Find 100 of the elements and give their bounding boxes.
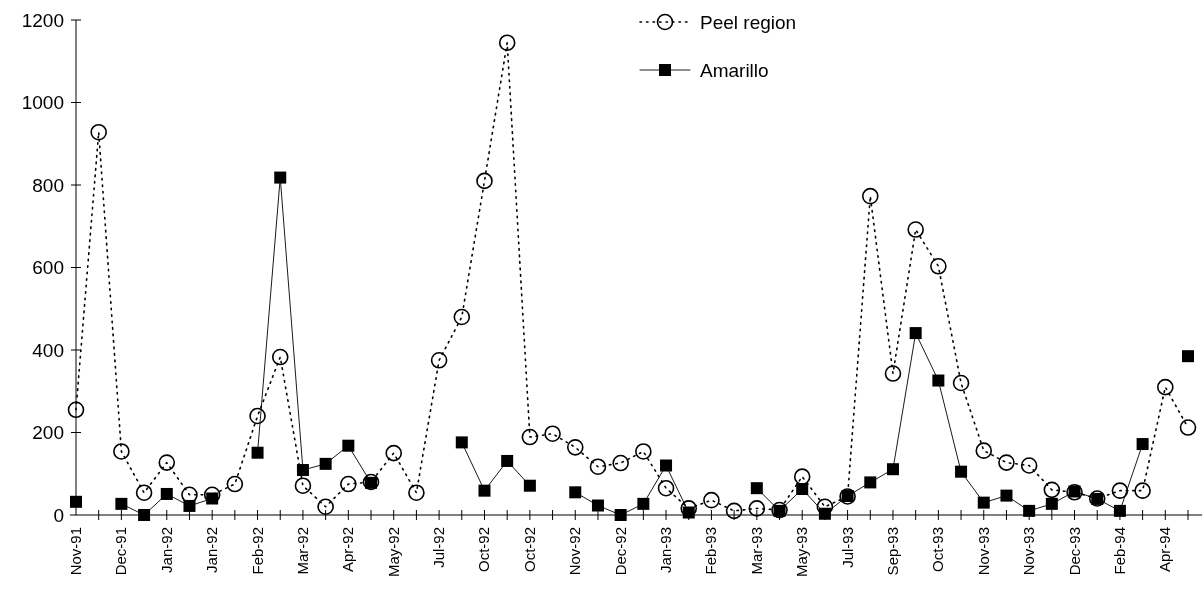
x-tick-label: Nov-93 xyxy=(974,527,992,576)
point xyxy=(614,509,627,521)
point xyxy=(385,444,403,462)
point xyxy=(569,486,582,499)
point xyxy=(1136,438,1149,451)
point xyxy=(1000,489,1013,502)
x-tick-label: Jul-92 xyxy=(430,527,448,568)
point xyxy=(660,459,673,472)
point xyxy=(884,365,902,382)
x-tick-label: Jul-93 xyxy=(838,527,856,568)
x-tick-label: Oct-93 xyxy=(929,527,947,573)
point xyxy=(340,475,357,493)
point xyxy=(1113,504,1126,517)
point xyxy=(138,509,151,521)
point xyxy=(67,401,85,419)
point xyxy=(1182,350,1194,363)
point xyxy=(453,308,471,326)
point xyxy=(226,475,244,493)
point xyxy=(952,374,970,392)
point xyxy=(907,221,924,238)
y-tick-label: 1000 xyxy=(21,92,64,114)
point xyxy=(703,491,720,509)
point xyxy=(977,496,990,509)
point xyxy=(748,500,766,517)
point xyxy=(274,171,287,184)
x-tick-label: Oct-92 xyxy=(520,527,538,573)
point xyxy=(113,443,130,460)
point xyxy=(1023,504,1036,517)
point xyxy=(930,257,947,275)
point xyxy=(430,352,448,369)
point xyxy=(589,458,607,476)
point xyxy=(115,497,128,510)
point xyxy=(271,348,289,366)
point xyxy=(1020,457,1038,474)
y-tick-label: 1200 xyxy=(21,9,64,31)
legend-label: Peel region xyxy=(700,11,797,33)
x-tick-label: Nov-91 xyxy=(67,527,84,576)
x-tick-label: Sep-93 xyxy=(883,527,901,576)
point xyxy=(90,123,107,141)
x-tick-label: Feb-94 xyxy=(1110,527,1128,575)
x-tick-label: Mar-92 xyxy=(293,527,311,575)
x-tick-label: Apr-92 xyxy=(339,527,357,573)
x-tick-label: Nov-93 xyxy=(1020,527,1038,576)
point xyxy=(955,465,968,478)
point xyxy=(523,479,536,492)
point xyxy=(750,482,763,495)
point xyxy=(861,187,879,205)
point xyxy=(498,34,516,51)
point xyxy=(680,500,698,517)
x-tick-label: May-92 xyxy=(384,527,402,578)
point xyxy=(566,439,584,456)
point xyxy=(1045,497,1058,510)
x-tick-label: May-93 xyxy=(793,527,811,578)
point xyxy=(637,497,650,510)
point xyxy=(251,446,264,459)
point xyxy=(1157,378,1174,396)
point xyxy=(319,457,332,470)
x-tick-label: Jan-92 xyxy=(157,527,175,573)
x-tick-label: Jan-92 xyxy=(203,527,221,573)
point xyxy=(158,454,176,471)
point xyxy=(1134,482,1151,499)
point xyxy=(70,495,82,508)
point xyxy=(975,442,993,459)
point xyxy=(135,484,153,502)
point xyxy=(635,443,652,460)
y-tick-label: 800 xyxy=(32,174,64,196)
x-tick-label: Apr-94 xyxy=(1156,527,1174,573)
y-tick-label: 600 xyxy=(32,257,64,279)
point xyxy=(455,436,468,449)
point xyxy=(249,407,266,425)
x-tick-label: Dec-92 xyxy=(611,527,629,576)
point xyxy=(544,425,561,443)
point xyxy=(476,172,493,190)
point xyxy=(501,454,514,467)
point xyxy=(160,487,173,500)
point xyxy=(612,454,629,472)
x-tick-label: Jan-93 xyxy=(657,527,675,573)
x-tick-label: Dec-93 xyxy=(1065,527,1083,576)
y-tick-label: 0 xyxy=(53,504,64,526)
legend-label: Amarillo xyxy=(700,59,769,81)
x-tick-label: Mar-93 xyxy=(747,527,765,575)
point xyxy=(793,468,811,485)
point xyxy=(1043,481,1061,499)
point xyxy=(657,479,675,497)
point xyxy=(1111,482,1129,499)
y-tick-label: 200 xyxy=(32,422,64,444)
y-tick-label: 400 xyxy=(32,339,64,361)
point xyxy=(478,484,491,497)
x-tick-label: Feb-92 xyxy=(248,527,266,575)
point xyxy=(725,502,743,520)
point xyxy=(998,454,1015,471)
point xyxy=(909,327,922,340)
point xyxy=(1179,419,1197,436)
point xyxy=(932,374,945,387)
point xyxy=(296,464,309,477)
point xyxy=(317,498,334,516)
point xyxy=(408,484,425,502)
x-tick-label: Feb-93 xyxy=(702,527,720,575)
point xyxy=(591,499,604,512)
point xyxy=(886,463,899,476)
